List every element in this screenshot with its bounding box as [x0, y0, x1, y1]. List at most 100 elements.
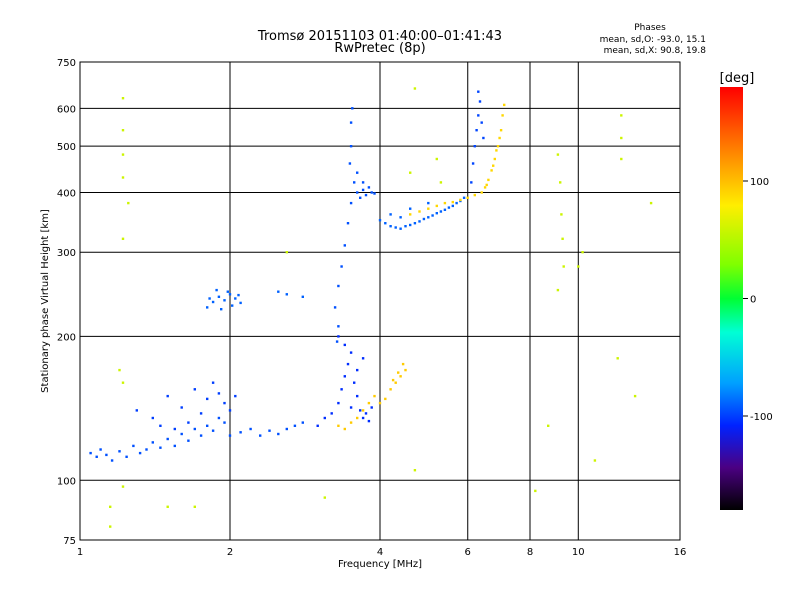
point-s7-4 — [361, 409, 365, 412]
point-s7-1 — [343, 427, 346, 431]
point-s0-10 — [151, 441, 154, 444]
colorbar-tick-label-2: -100 — [750, 412, 773, 423]
point-s9-2 — [121, 153, 125, 156]
point-s3-16 — [356, 368, 359, 372]
point-s0-16 — [193, 427, 196, 431]
point-s8-20 — [498, 136, 501, 140]
x-tick-labels: 1 2 4 6 8 10 16 — [77, 547, 687, 558]
point-s8-13 — [493, 157, 496, 161]
point-s0-20 — [217, 416, 221, 420]
point-s3-19 — [343, 343, 346, 347]
point-s1-14 — [159, 424, 162, 427]
x-tick-label-0: 1 — [77, 547, 83, 558]
x-tick-label-3: 6 — [465, 547, 471, 558]
point-s9-33 — [547, 424, 550, 427]
point-s5-6 — [409, 223, 412, 227]
point-s0-25 — [259, 434, 262, 437]
chart-subtitle: RwPretec (8p) — [334, 41, 425, 56]
point-s7-2 — [349, 421, 353, 424]
colorbar-ticks: 100 0 -100 — [743, 177, 773, 423]
point-s6-6 — [477, 90, 480, 93]
point-s1-10 — [234, 394, 237, 398]
point-s6-7 — [480, 121, 483, 124]
stats-heading: Phases — [634, 23, 666, 33]
point-s3-12 — [364, 412, 368, 415]
point-s3-9 — [356, 394, 359, 398]
point-s9-30 — [633, 394, 637, 398]
point-s9-20 — [556, 153, 560, 156]
point-s8-2 — [427, 207, 430, 210]
point-s5-8 — [418, 220, 421, 223]
data-points — [89, 87, 653, 528]
point-s4-9 — [361, 188, 365, 192]
point-s3-4 — [340, 388, 343, 391]
point-s8-11 — [487, 178, 490, 182]
point-s5-14 — [443, 208, 447, 211]
point-s2-12 — [208, 297, 211, 300]
point-s5-22 — [409, 207, 412, 210]
point-s3-2 — [330, 412, 333, 415]
point-s5-3 — [394, 226, 397, 229]
point-s7-0 — [337, 424, 340, 427]
point-s4-17 — [348, 162, 352, 165]
y-tick-label-5: 500 — [57, 142, 76, 153]
point-s5-5 — [404, 225, 407, 228]
point-s9-19 — [439, 181, 443, 184]
point-s4-5 — [349, 201, 353, 205]
point-s4-19 — [335, 340, 339, 343]
y-tick-label-1: 100 — [57, 476, 76, 487]
point-s9-15 — [409, 171, 412, 174]
point-s9-34 — [581, 251, 584, 254]
point-s0-26 — [268, 429, 271, 432]
point-s8-9 — [480, 191, 483, 194]
point-s3-10 — [359, 409, 362, 412]
point-s0-17 — [199, 434, 203, 437]
point-s8-3 — [435, 204, 438, 208]
point-s8-12 — [490, 169, 493, 172]
point-s9-10 — [109, 525, 112, 528]
point-s7-14 — [397, 371, 400, 374]
colorbar-tick-label-0: 100 — [750, 177, 769, 188]
point-s5-7 — [413, 222, 417, 225]
point-s9-29 — [616, 357, 619, 360]
point-s8-6 — [459, 198, 462, 202]
point-s8-4 — [443, 201, 447, 205]
point-s0-4 — [110, 459, 114, 462]
y-tick-label-3: 300 — [57, 248, 76, 259]
point-s3-6 — [346, 362, 350, 366]
stats-o-mode: mean, sd,O: -93.0, 15.1 — [600, 35, 706, 45]
point-s1-4 — [193, 388, 196, 391]
point-s5-4 — [399, 227, 402, 230]
point-s0-12 — [166, 437, 169, 441]
point-s7-13 — [401, 362, 405, 366]
point-s6-0 — [470, 181, 473, 184]
point-s8-15 — [499, 129, 503, 132]
point-s3-14 — [370, 406, 373, 409]
point-s7-8 — [384, 397, 387, 401]
point-s1-1 — [151, 416, 154, 420]
point-s6-4 — [477, 114, 480, 117]
point-s9-27 — [620, 114, 623, 117]
point-s9-23 — [561, 237, 564, 240]
point-s7-11 — [399, 375, 402, 378]
point-s7-7 — [378, 401, 382, 405]
point-s2-13 — [285, 293, 288, 296]
point-s5-2 — [389, 225, 392, 228]
point-s8-8 — [473, 193, 476, 197]
point-s4-1 — [337, 284, 340, 288]
point-s5-19 — [462, 196, 466, 199]
point-s9-26 — [620, 136, 623, 140]
point-s0-3 — [105, 453, 108, 457]
point-s8-17 — [503, 103, 506, 107]
y-tick-label-6: 600 — [57, 104, 76, 115]
point-s9-35 — [577, 265, 580, 268]
point-s5-20 — [389, 213, 392, 216]
x-axis-label: Frequency [MHz] — [338, 559, 422, 570]
colorbar-label: [deg] — [720, 71, 755, 86]
point-s1-6 — [211, 381, 215, 384]
point-s3-18 — [337, 335, 340, 338]
point-s4-12 — [370, 191, 373, 194]
point-s0-24 — [249, 427, 252, 431]
point-s6-2 — [473, 145, 476, 148]
point-s5-15 — [447, 206, 451, 209]
